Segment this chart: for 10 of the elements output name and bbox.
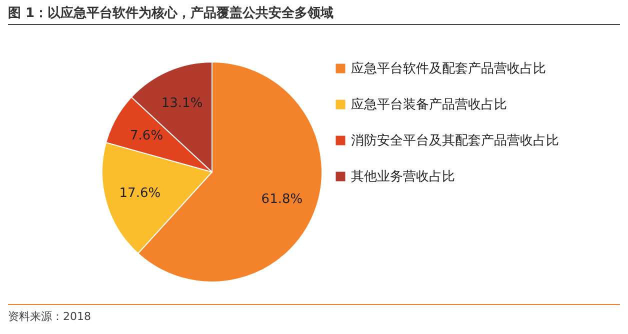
legend-label: 消防安全平台及其配套产品营收占比 (351, 132, 559, 148)
data-label: 61.8% (261, 192, 303, 208)
text: 资料来源：2018 (8, 309, 91, 324)
legend-label: 应急平台软件及配套产品营收占比 (351, 60, 546, 76)
chart-title: 图 1：以应急平台软件为核心，产品覆盖公共安全多领域 (8, 4, 334, 22)
data-label: 13.1% (161, 96, 203, 112)
legend-label: 应急平台装备产品营收占比 (351, 96, 507, 112)
data-label: 7.6% (130, 128, 164, 144)
legend-label: 其他业务营收占比 (351, 170, 455, 184)
data-label: 17.6% (119, 186, 161, 201)
